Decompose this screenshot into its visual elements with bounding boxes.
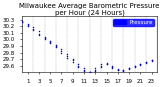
Point — [32, 28, 35, 29]
Point — [150, 59, 153, 60]
Point — [100, 64, 102, 65]
Point — [128, 68, 130, 70]
Point — [100, 65, 102, 66]
Point — [128, 67, 130, 68]
Point — [150, 60, 153, 61]
Point — [60, 52, 63, 53]
Point — [43, 36, 46, 37]
Point — [139, 63, 142, 64]
Point — [26, 25, 29, 26]
Point — [128, 68, 130, 69]
Point — [122, 70, 125, 71]
Point — [83, 70, 85, 72]
Point — [21, 21, 23, 23]
Point — [116, 69, 119, 70]
Legend: Pressure: Pressure — [113, 19, 154, 26]
Point — [71, 60, 74, 61]
Point — [26, 23, 29, 24]
Point — [38, 35, 40, 36]
Point — [66, 53, 68, 55]
Point — [60, 49, 63, 50]
Point — [150, 60, 153, 62]
Point — [49, 40, 51, 41]
Point — [43, 37, 46, 39]
Point — [83, 69, 85, 70]
Point — [88, 72, 91, 73]
Point — [55, 45, 57, 47]
Point — [49, 41, 51, 43]
Point — [43, 39, 46, 40]
Point — [139, 64, 142, 66]
Point — [133, 66, 136, 68]
Point — [77, 66, 80, 68]
Point — [100, 66, 102, 68]
Point — [133, 66, 136, 67]
Point — [88, 72, 91, 73]
Point — [26, 24, 29, 26]
Point — [94, 70, 96, 72]
Point — [145, 61, 147, 62]
Point — [111, 68, 113, 69]
Point — [133, 65, 136, 66]
Point — [105, 63, 108, 64]
Point — [111, 65, 113, 66]
Point — [77, 65, 80, 66]
Point — [83, 68, 85, 69]
Title: Milwaukee Average Barometric Pressure
per Hour (24 Hours): Milwaukee Average Barometric Pressure pe… — [19, 3, 160, 16]
Point — [116, 68, 119, 70]
Point — [111, 66, 113, 68]
Point — [32, 29, 35, 31]
Point — [139, 64, 142, 65]
Point — [94, 69, 96, 70]
Point — [71, 62, 74, 63]
Point — [55, 47, 57, 48]
Point — [145, 62, 147, 63]
Point — [38, 31, 40, 32]
Point — [32, 27, 35, 28]
Point — [122, 70, 125, 72]
Point — [66, 55, 68, 56]
Point — [105, 64, 108, 65]
Point — [60, 50, 63, 52]
Point — [55, 44, 57, 45]
Point — [21, 20, 23, 22]
Point — [122, 69, 125, 70]
Point — [66, 57, 68, 58]
Point — [105, 62, 108, 64]
Point — [21, 21, 23, 22]
Point — [77, 64, 80, 65]
Point — [116, 70, 119, 71]
Point — [88, 71, 91, 72]
Point — [94, 68, 96, 69]
Point — [71, 58, 74, 60]
Point — [49, 43, 51, 44]
Point — [38, 33, 40, 35]
Point — [145, 62, 147, 64]
